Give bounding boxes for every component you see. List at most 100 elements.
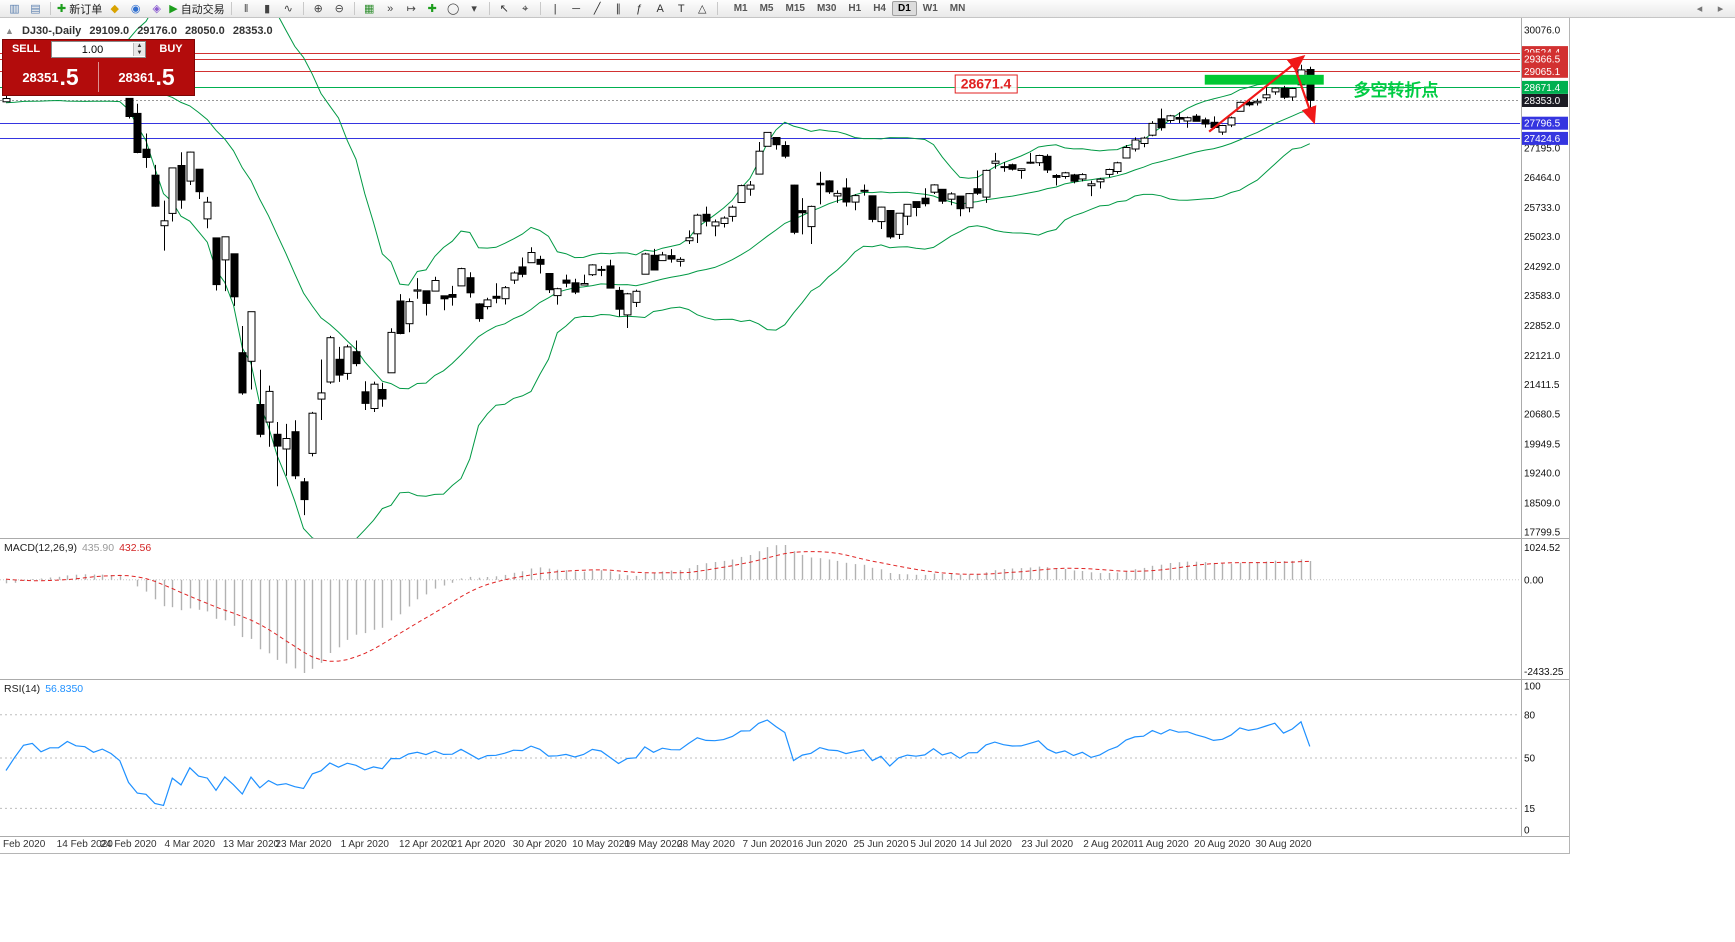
main-toolbar: ▥ ▤ ✚ 新订单 ◆ ◉ ◈ ▶ 自动交易 ‖ ▮ ∿ ⊕ ⊖ ▦» ↦ ✚ ◯ ▾ ↖ ⌖ | ─ ╱ ∥ ƒ A T △ M1 M5 M… — [0, 0, 1735, 18]
volume-value: 1.00 — [81, 43, 104, 56]
templates-icon[interactable]: ▾ — [464, 1, 485, 17]
chart-low-value: 28050.0 — [185, 25, 225, 37]
svg-text:25023.0: 25023.0 — [1524, 232, 1561, 243]
price-level-annotation[interactable]: 28671.4 — [954, 74, 1018, 94]
sell-label: SELL — [11, 43, 41, 55]
text-label-tool-icon[interactable]: T — [671, 1, 692, 17]
time-axis-label: 24 Feb 2020 — [100, 839, 157, 850]
market-watch-icon[interactable]: ◉ — [125, 1, 146, 17]
templates-icon-glyph: ▾ — [471, 2, 477, 15]
timeframe-button-m30[interactable]: M30 — [816, 3, 837, 14]
chart-close-value: 28353.0 — [232, 25, 273, 37]
shapes-tool-icon[interactable]: △ — [692, 1, 713, 17]
timeframe-button-m5[interactable]: M5 — [759, 3, 774, 14]
channel-tool-icon-glyph: ∥ — [615, 2, 621, 15]
macd-panel-canvas[interactable]: 1024.52 0.00 -2433.25 — [0, 539, 1569, 679]
line-chart-mode-icon[interactable]: ∿ — [278, 1, 299, 17]
time-axis-label: 13 Mar 2020 — [222, 839, 280, 850]
vertical-line-tool-icon[interactable]: | — [545, 1, 566, 17]
rsi-panel-canvas[interactable]: 100 80 50 15 0 — [0, 680, 1569, 836]
horizontal-line-tool-icon-glyph: ─ — [572, 2, 581, 15]
one-click-toggle[interactable]: ▲ — [5, 26, 14, 36]
bar-chart-mode-icon-glyph: ‖ — [243, 2, 249, 15]
time-axis-label: 12 Apr 2020 — [399, 839, 453, 850]
indicators-icon-glyph: ✚ — [427, 2, 437, 15]
main-chart-canvas[interactable]: 30076.0 27195.0 26464.0 25733.0 25023.0 24292… — [0, 18, 1569, 538]
indicators-icon[interactable]: ✚ — [422, 1, 443, 17]
time-axis-label: 19 May 2020 — [624, 839, 683, 850]
toolbar-overflow-right-icon-glyph: ▸ — [1717, 2, 1724, 15]
cursor-icon[interactable]: ↖ — [494, 1, 515, 17]
svg-text:20680.5: 20680.5 — [1524, 410, 1561, 421]
toolbar-overflow-left-icon[interactable]: ◂ — [1689, 1, 1710, 17]
svg-text:17799.5: 17799.5 — [1524, 528, 1561, 539]
toolbar-overflow-right-icon[interactable]: ▸ — [1710, 1, 1731, 17]
bar-chart-mode-icon[interactable]: ‖ — [236, 1, 257, 17]
volume-decrease-button[interactable]: ▼ — [134, 49, 145, 56]
timeframe-button-h4[interactable]: H4 — [873, 3, 886, 14]
timeframe-button-m15[interactable]: M15 — [785, 3, 805, 14]
svg-text:28671.4: 28671.4 — [1524, 83, 1561, 94]
one-click-trade-panel: SELL 1.00 ▲ ▼ BUY 28351 .5 28361 .5 — [2, 39, 195, 96]
zoom-in-icon[interactable]: ⊕ — [308, 1, 329, 17]
chart-annotations[interactable] — [1204, 55, 1324, 133]
objects-icon-glyph: ◯ — [447, 2, 460, 15]
svg-text:0.00: 0.00 — [1524, 575, 1544, 586]
turning-point-annotation[interactable]: 多空转折点 — [1353, 80, 1439, 100]
volume-input[interactable]: 1.00 ▲ ▼ — [51, 41, 146, 58]
rsi-label: RSI(14) 56.8350 — [4, 683, 83, 695]
fibonacci-tool-icon[interactable]: ƒ — [629, 1, 650, 17]
strategy-tester-icon-glyph: ◈ — [152, 2, 161, 15]
text-tool-icon-glyph: A — [656, 2, 664, 15]
svg-text:24292.0: 24292.0 — [1524, 262, 1561, 273]
crosshair-icon[interactable]: ⌖ — [515, 1, 536, 17]
timeframe-button-m1[interactable]: M1 — [733, 3, 748, 14]
timeframe-button-d1[interactable]: D1 — [892, 1, 917, 16]
horizontal-line-tool-icon[interactable]: ─ — [566, 1, 587, 17]
timeframe-button-h1[interactable]: H1 — [848, 3, 862, 14]
timeframe-button-mn[interactable]: MN — [949, 3, 966, 14]
time-axis-label: 23 Mar 2020 — [275, 839, 332, 850]
new-order-button[interactable]: ✚ 新订单 — [55, 1, 104, 17]
svg-text:30076.0: 30076.0 — [1524, 26, 1561, 37]
chart-shift-icon[interactable]: ↦ — [401, 1, 422, 17]
objects-icon[interactable]: ◯ — [443, 1, 464, 17]
crosshair-icon-glyph: ⌖ — [522, 2, 529, 15]
time-axis-label: 1 Apr 2020 — [340, 839, 389, 850]
time-axis-label: 30 Aug 2020 — [1255, 839, 1312, 850]
toolbar-overflow-left-icon-glyph: ◂ — [1696, 2, 1703, 15]
auto-trading-button[interactable]: ▶ 自动交易 — [167, 1, 226, 17]
horizontal-level-lines[interactable] — [0, 53, 1520, 139]
time-axis-label: 7 Jun 2020 — [742, 839, 793, 850]
sell-button[interactable]: 28351 .5 — [3, 59, 98, 95]
zoom-in-icon-glyph: ⊕ — [313, 2, 323, 15]
rsi-axis-labels: 100 80 50 15 0 — [1524, 682, 1541, 837]
tile-windows-icon[interactable]: ▦ — [359, 1, 380, 17]
svg-text:19240.0: 19240.0 — [1524, 469, 1561, 480]
price-axis-divider — [1521, 18, 1522, 836]
text-tool-icon[interactable]: A — [650, 1, 671, 17]
new-chart-icon[interactable]: ▥ — [4, 1, 25, 17]
metaeditor-icon[interactable]: ◆ — [104, 1, 125, 17]
buy-button[interactable]: 28361 .5 — [99, 59, 194, 95]
svg-text:21411.5: 21411.5 — [1524, 380, 1560, 391]
candlestick-mode-icon-glyph: ▮ — [264, 2, 271, 15]
profiles-icon[interactable]: ▤ — [25, 1, 46, 17]
channel-tool-icon[interactable]: ∥ — [608, 1, 629, 17]
svg-text:1024.52: 1024.52 — [1524, 543, 1561, 554]
auto-scroll-icon[interactable]: » — [380, 1, 401, 17]
timeframe-button-w1[interactable]: W1 — [922, 3, 938, 14]
strategy-tester-icon[interactable]: ◈ — [146, 1, 167, 17]
candles — [2, 50, 1315, 516]
svg-text:28353.0: 28353.0 — [1524, 96, 1561, 107]
volume-increase-button[interactable]: ▲ — [134, 43, 145, 50]
rsi-value: 56.8350 — [45, 683, 84, 695]
trendline-tool-icon-glyph: ╱ — [593, 2, 601, 15]
trendline-tool-icon[interactable]: ╱ — [587, 1, 608, 17]
candlestick-mode-icon[interactable]: ▮ — [257, 1, 278, 17]
svg-text:80: 80 — [1524, 710, 1536, 721]
rsi-line — [5, 719, 1311, 807]
zoom-out-icon[interactable]: ⊖ — [329, 1, 350, 17]
svg-text:18509.0: 18509.0 — [1524, 499, 1561, 510]
fibonacci-tool-icon-glyph: ƒ — [636, 2, 643, 15]
